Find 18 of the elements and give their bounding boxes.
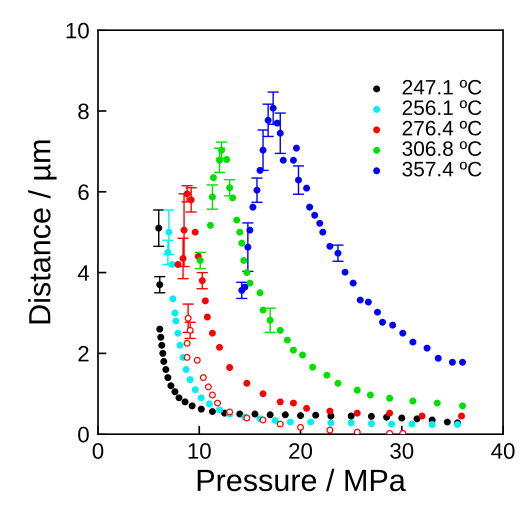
x-tick-label: 10 [188,443,211,459]
x-tick-label: 0 [92,443,104,459]
x-tick-label: 20 [289,443,312,459]
x-tick-label: 30 [390,443,414,459]
y-tick-label: 8 [78,104,89,120]
x-axis-title: Pressure / MPa [198,468,406,492]
legend-label: 306.8 ºC [402,141,482,156]
y-tick-label: 0 [78,426,89,442]
y-tick-label: 4 [78,265,90,281]
legend-label: 276.4 ºC [402,120,482,136]
y-axis-title: Distance / µm [28,140,57,324]
y-tick-label: 10 [66,22,89,38]
y-tick-label: 6 [78,184,89,200]
y-tick-label: 2 [78,346,89,362]
legend-label: 256.1 ºC [402,100,482,116]
x-tick-label: 40 [491,443,515,459]
legend-label: 357.4 ºC [402,162,482,176]
legend-label: 247.1 ºC [402,80,482,95]
